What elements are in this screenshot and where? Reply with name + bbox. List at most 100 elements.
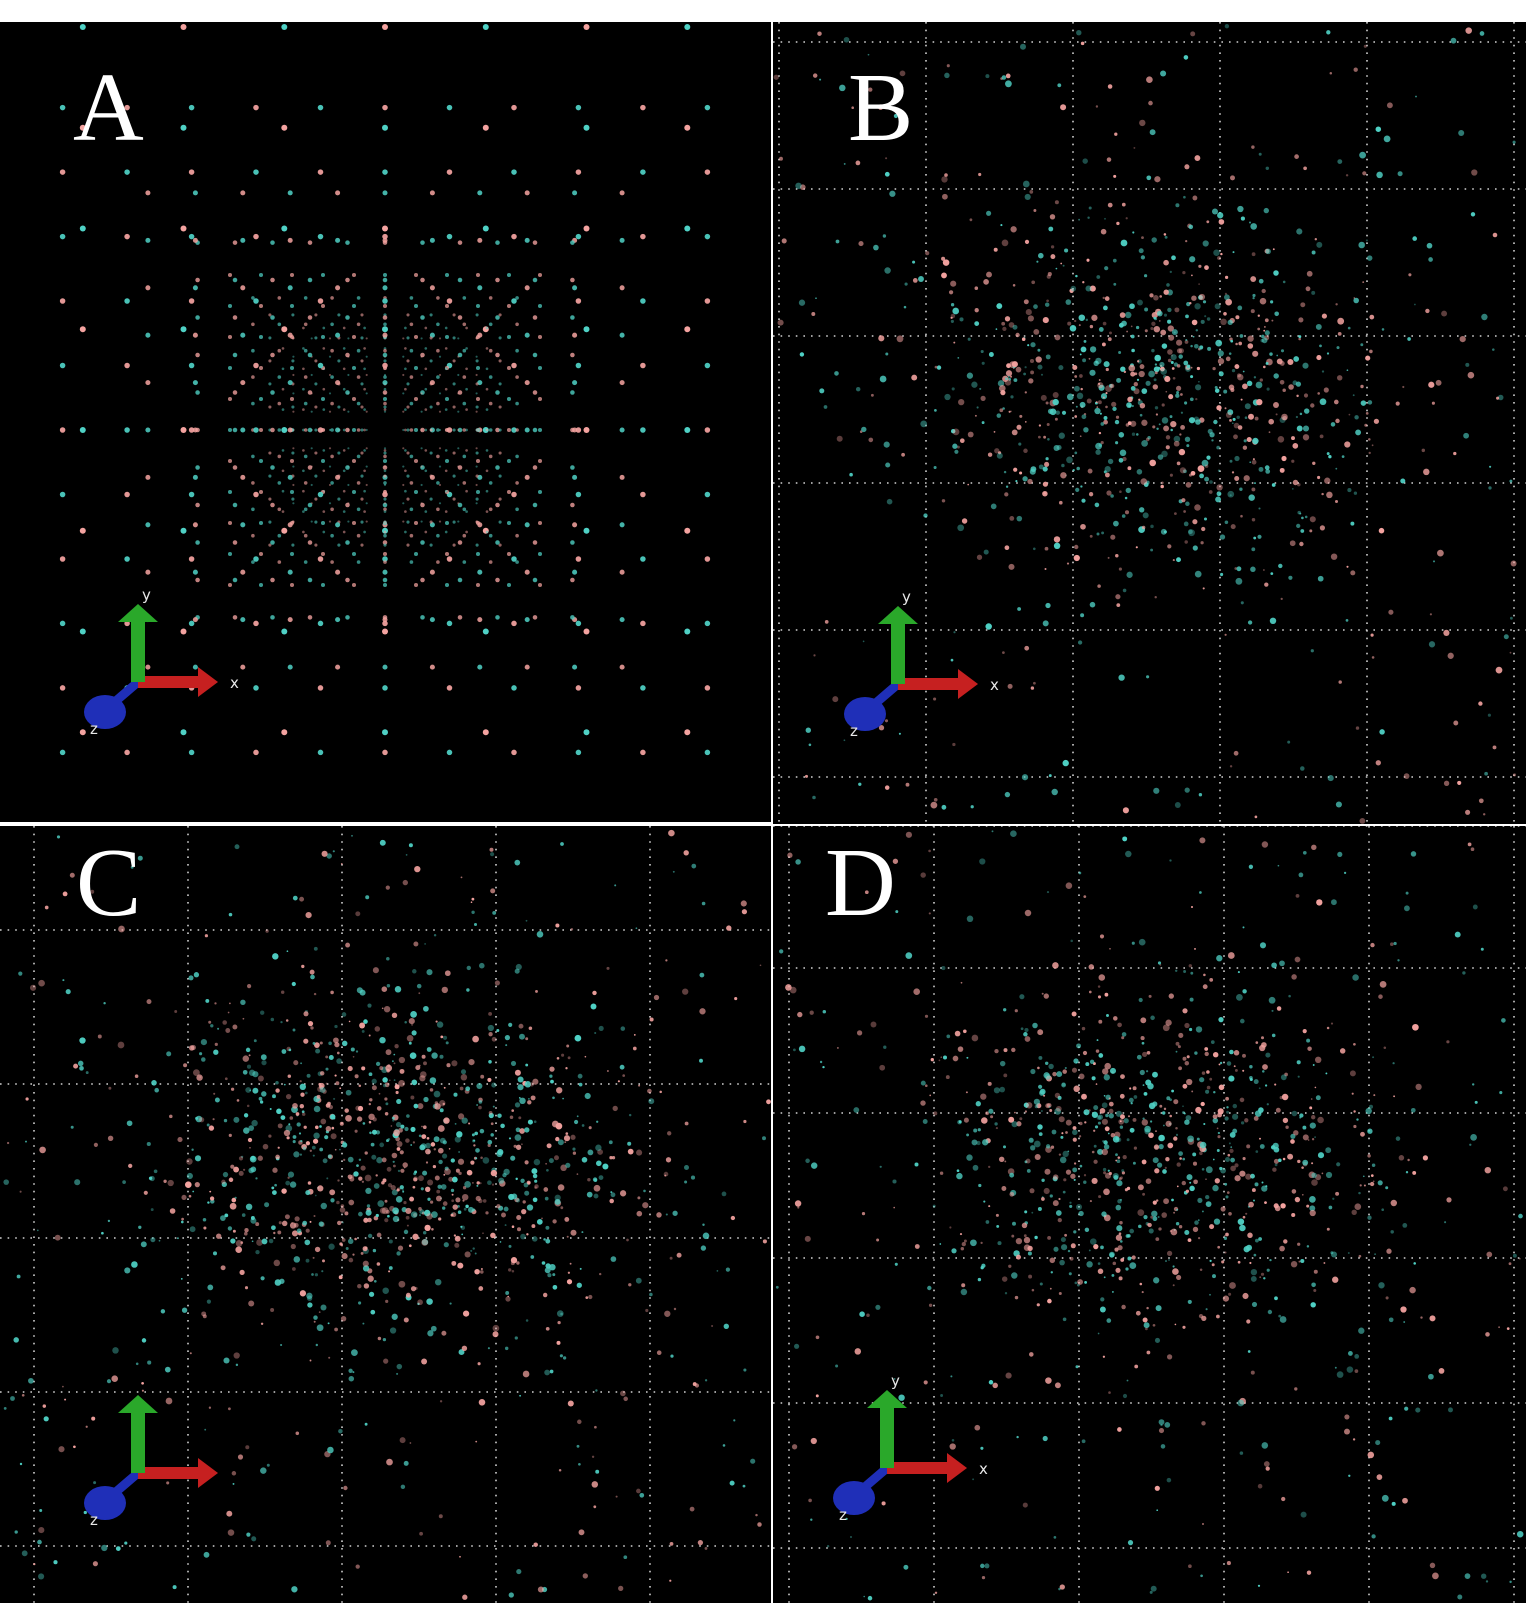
point	[1016, 424, 1022, 430]
point	[328, 1243, 335, 1250]
point	[402, 465, 405, 468]
point	[406, 359, 410, 363]
point	[1141, 1291, 1144, 1294]
point	[1037, 364, 1043, 370]
point	[1135, 546, 1138, 549]
point	[192, 664, 198, 670]
point	[877, 104, 884, 110]
point	[1041, 1178, 1045, 1182]
point	[328, 337, 332, 340]
point	[296, 1122, 301, 1127]
point	[1122, 807, 1129, 814]
point	[413, 365, 419, 371]
point	[1012, 284, 1016, 287]
point	[1069, 325, 1077, 332]
point	[1040, 1110, 1043, 1112]
point	[519, 1128, 525, 1134]
point	[409, 454, 414, 459]
point	[488, 454, 493, 459]
point	[457, 240, 463, 245]
point	[383, 451, 387, 455]
point	[365, 1209, 372, 1216]
point	[325, 1055, 329, 1059]
point	[145, 569, 151, 575]
point	[145, 664, 151, 670]
point	[980, 1241, 983, 1245]
point	[1234, 1163, 1239, 1168]
point	[1195, 329, 1199, 332]
point	[1252, 293, 1256, 298]
point	[462, 507, 467, 512]
point	[485, 326, 489, 330]
point	[684, 628, 691, 635]
point	[1096, 1039, 1099, 1042]
point	[1295, 894, 1300, 898]
point	[1144, 1125, 1151, 1133]
point	[1175, 385, 1182, 391]
point	[438, 1514, 443, 1519]
point	[1216, 445, 1220, 450]
point	[1258, 152, 1262, 156]
point	[431, 1211, 438, 1218]
point	[227, 520, 233, 526]
point	[1089, 534, 1093, 538]
point	[1291, 436, 1295, 441]
point	[1294, 1196, 1301, 1203]
point	[969, 218, 973, 222]
point	[272, 953, 279, 960]
point	[424, 943, 426, 945]
point	[302, 1220, 308, 1226]
point	[1133, 1095, 1138, 1099]
point	[552, 1284, 558, 1290]
point	[1070, 1173, 1076, 1179]
point	[942, 193, 948, 200]
point	[1119, 1125, 1124, 1129]
point	[799, 352, 805, 357]
point	[672, 870, 675, 873]
point	[14, 1530, 18, 1534]
point	[351, 1349, 358, 1356]
point	[317, 427, 324, 433]
point	[1263, 207, 1269, 214]
point	[462, 1310, 470, 1317]
point	[870, 393, 874, 397]
point	[1273, 270, 1279, 276]
point	[1503, 634, 1509, 640]
point	[575, 233, 582, 240]
point	[1489, 465, 1492, 468]
point	[879, 375, 887, 383]
point	[570, 465, 575, 470]
point	[1367, 1154, 1371, 1158]
point	[1034, 1235, 1038, 1240]
point	[533, 1158, 541, 1166]
y-axis-label: y	[902, 592, 911, 606]
point	[1054, 417, 1058, 421]
point	[424, 469, 428, 473]
point	[313, 1132, 320, 1139]
point	[373, 1183, 380, 1189]
point	[360, 543, 364, 547]
point	[1073, 554, 1080, 562]
point	[993, 431, 996, 433]
point	[1319, 344, 1322, 348]
point	[235, 1246, 243, 1254]
point	[475, 1148, 480, 1153]
point	[1013, 467, 1018, 472]
point	[451, 1176, 458, 1183]
point	[704, 1379, 708, 1382]
point	[1234, 1175, 1241, 1182]
point	[457, 392, 460, 395]
point	[914, 1244, 920, 1249]
point	[1263, 569, 1265, 571]
point	[429, 569, 435, 575]
point	[351, 582, 357, 588]
point	[583, 124, 590, 131]
point	[70, 1125, 74, 1129]
point	[1154, 354, 1161, 362]
point	[974, 321, 980, 326]
point	[1184, 540, 1188, 544]
point	[291, 543, 295, 547]
point	[1125, 850, 1132, 858]
point	[252, 1071, 259, 1078]
point	[1223, 389, 1228, 394]
